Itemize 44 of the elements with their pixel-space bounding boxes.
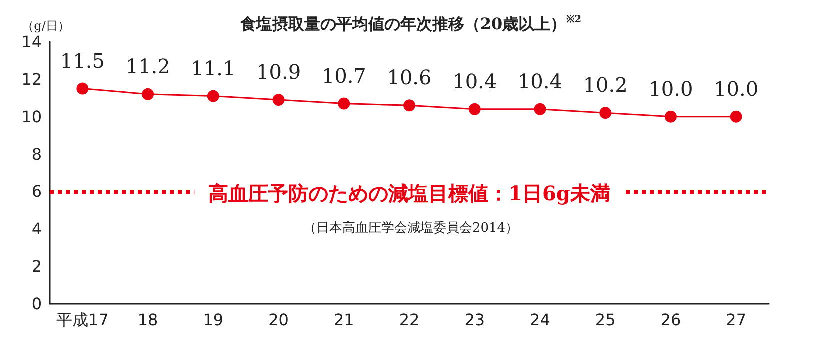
data-label: 11.5 <box>60 48 105 73</box>
y-tick-label: 10 <box>22 107 42 126</box>
data-label: 10.9 <box>256 60 302 84</box>
ref-line-label: 高血圧予防のための減塩目標値：1日6g未満 <box>208 182 610 206</box>
y-axis-title: （g/日） <box>22 19 70 33</box>
data-label: 10.7 <box>322 64 366 88</box>
y-tick-label: 8 <box>32 144 42 164</box>
y-tick-label: 0 <box>32 294 42 314</box>
x-tick-label: 23 <box>464 310 486 330</box>
x-tick-label: 27 <box>726 310 746 330</box>
point <box>207 90 220 102</box>
x-tick-label: 21 <box>334 310 354 330</box>
data-label: 10.6 <box>387 66 432 90</box>
data-label: 10.0 <box>714 76 759 101</box>
x-tick-label: 25 <box>595 310 616 330</box>
point <box>664 110 677 123</box>
data-label: 11.1 <box>191 56 236 80</box>
annotation: （日本高血圧学会減塩委員会2014） <box>303 220 519 236</box>
data-label: 10.2 <box>583 73 628 98</box>
x-tick-label: 19 <box>203 310 224 330</box>
y-tick-label: 12 <box>22 70 42 89</box>
data-label: 11.2 <box>126 54 170 78</box>
x-tick-label: 24 <box>530 310 550 330</box>
point <box>468 103 481 116</box>
point <box>404 100 416 112</box>
point <box>338 98 350 110</box>
point <box>272 94 285 106</box>
x-tick-label: 22 <box>399 310 420 330</box>
point <box>730 110 742 123</box>
x-tick-label: 平成17 <box>56 310 109 330</box>
y-tick-label: 4 <box>32 220 42 239</box>
x-tick-label: 18 <box>138 310 158 330</box>
point <box>600 107 612 120</box>
x-tick-label: 20 <box>268 310 289 330</box>
y-tick-label: 6 <box>32 182 42 202</box>
data-label: 10.4 <box>452 69 498 94</box>
y-tick-label: 14 <box>22 32 42 52</box>
x-tick-label: 26 <box>660 310 682 330</box>
point <box>142 88 154 100</box>
data-label: 10.0 <box>648 76 694 101</box>
point <box>534 103 546 116</box>
y-tick-label: 2 <box>32 257 42 276</box>
data-label: 10.4 <box>518 69 562 94</box>
point <box>76 82 89 95</box>
